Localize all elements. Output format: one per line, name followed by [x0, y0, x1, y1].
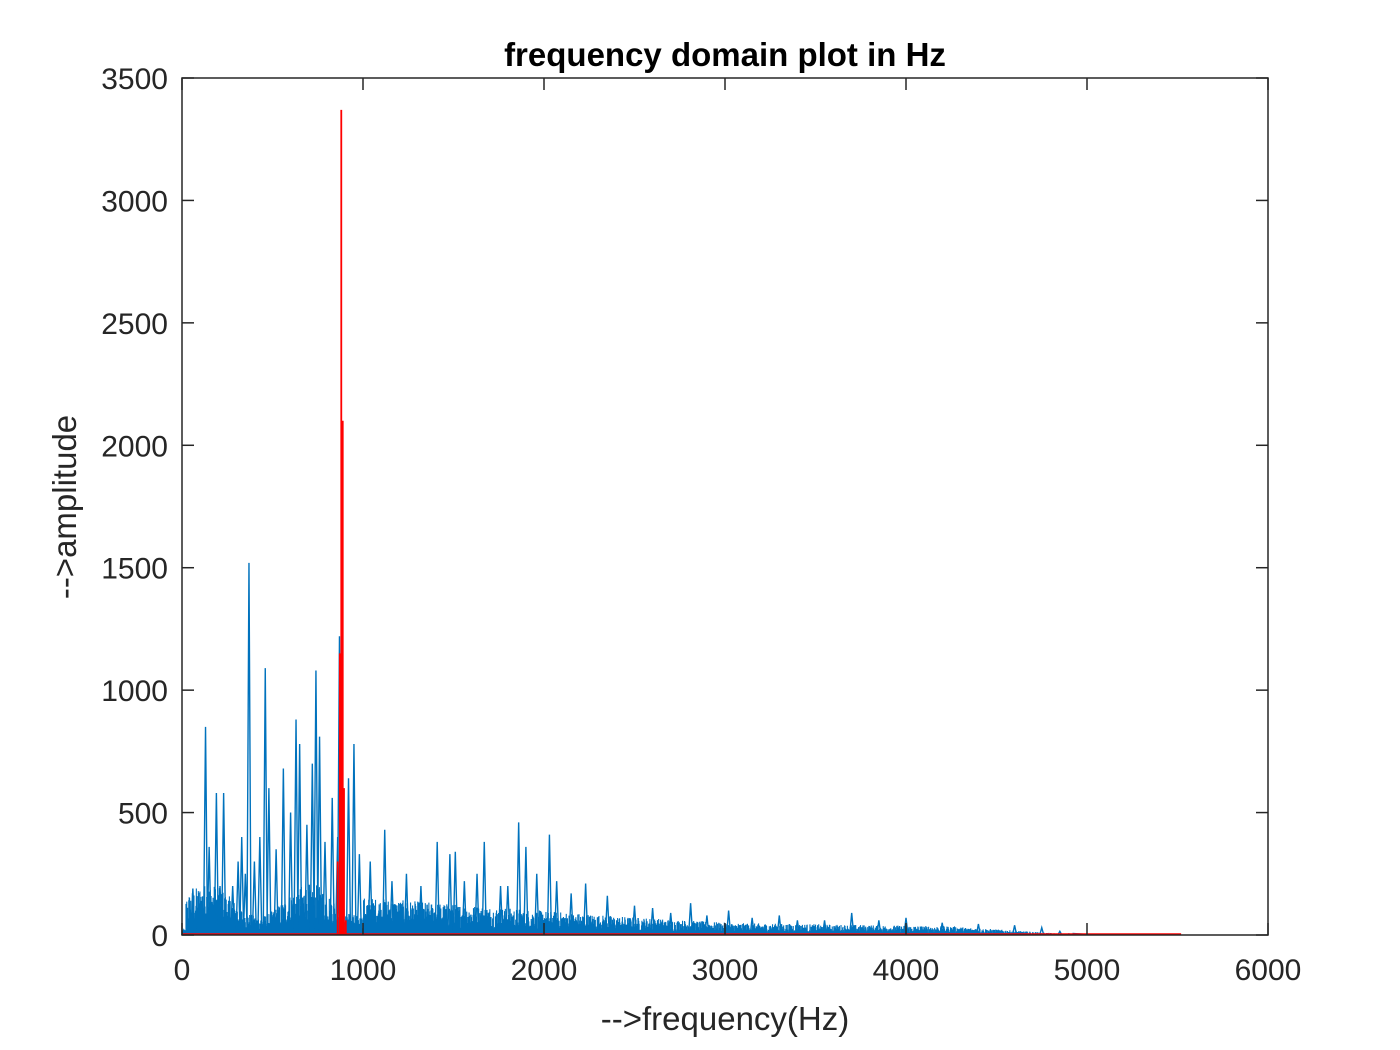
- spectrum-peak-58: [704, 915, 710, 936]
- spectrum-peak-38: [434, 841, 440, 936]
- spectrum-peak-53: [604, 895, 611, 936]
- chart-title: frequency domain plot in Hz: [504, 36, 946, 73]
- spectrum-peak-32: [356, 854, 363, 936]
- spectrum-peak-46: [515, 822, 522, 936]
- spectrum-peak-42: [474, 873, 480, 936]
- spectrum-peak-63: [821, 920, 828, 936]
- spectrum-peak-30: [345, 778, 352, 936]
- y-tick-label-4: 2000: [101, 430, 168, 463]
- spectrum-peak-2: [195, 920, 201, 936]
- spectrum-peak-5: [213, 792, 220, 936]
- spectrum-peak-60: [749, 917, 755, 936]
- spectrum-peak-15: [262, 668, 268, 936]
- spectrum-peak-16: [266, 788, 272, 936]
- spectrum-peak-9: [235, 861, 241, 936]
- spectrum-peak-65: [876, 920, 882, 936]
- spectrum-peak-66: [903, 917, 909, 936]
- spectrum-peak-48: [534, 873, 540, 936]
- spectrum-peak-8: [229, 886, 236, 936]
- spectrum-peak-37: [418, 886, 424, 936]
- spectrum-peak-62: [794, 920, 801, 936]
- spectrum-peak-13: [251, 861, 258, 936]
- x-tick-label-4: 4000: [873, 954, 940, 987]
- spectrum-peak-47: [523, 846, 529, 936]
- spectrum-peak-31: [351, 744, 357, 936]
- spectrum-peak-56: [668, 912, 674, 936]
- spectrum-peak-54: [631, 905, 638, 936]
- x-tick-label-2: 2000: [511, 954, 578, 987]
- tick-layer: 0 1000 2000 3000 4000 5000 6000 0 500 1000 1500 200…: [101, 63, 1301, 987]
- series-layer: [181, 109, 1182, 936]
- spectrum-peak-23: [309, 763, 316, 936]
- spectrum-peak-49: [546, 834, 553, 936]
- y-axis-label: -->amplitude: [46, 415, 83, 599]
- series-filtered: [182, 109, 1182, 935]
- x-tick-label-3: 3000: [692, 954, 759, 987]
- spectrum-peak-59: [725, 910, 732, 936]
- spectrum-peak-21: [296, 744, 303, 936]
- y-tick-label-2: 1000: [101, 675, 168, 708]
- spectrum-peak-25: [316, 736, 323, 936]
- y-tick-label-1: 500: [118, 798, 168, 831]
- spectrum-peak-17: [273, 849, 279, 936]
- spectrum-peak-61: [776, 915, 782, 936]
- spectrum-peak-52: [582, 883, 589, 936]
- spectrum-peak-33: [367, 861, 373, 936]
- spectrum-peak-35: [389, 881, 395, 936]
- spectrum-peak-55: [649, 908, 656, 936]
- spectrum-peak-12: [246, 562, 252, 936]
- spectrum-peak-27: [329, 797, 335, 936]
- spectrum-peak-1: [190, 888, 196, 936]
- spectrum-peak-43: [481, 841, 487, 936]
- y-tick-label-5: 2500: [101, 308, 168, 341]
- spectrum-peak-22: [304, 824, 310, 936]
- y-tick-label-6: 3000: [101, 185, 168, 218]
- spectrum-peak-24: [313, 670, 319, 936]
- spectrum-peak-50: [553, 881, 560, 936]
- y-tick-label-0: 0: [151, 920, 168, 953]
- spectrum-peak-18: [280, 768, 287, 936]
- spectrum-peak-51: [568, 893, 574, 936]
- spectrum-peak-64: [849, 912, 855, 936]
- spectrum-peak-68: [975, 923, 982, 936]
- spectrum-peak-20: [293, 719, 299, 936]
- spectrum-peak-7: [220, 792, 227, 936]
- spectrum-peak-57: [687, 903, 694, 936]
- spectrum-peak-41: [461, 881, 468, 936]
- spectrum-peak-67: [939, 922, 945, 936]
- spectrum-peak-3: [202, 726, 209, 936]
- y-tick-label-7: 3500: [101, 63, 168, 96]
- spectrum-peak-36: [403, 873, 410, 936]
- x-tick-label-5: 5000: [1054, 954, 1121, 987]
- spectrum-peak-34: [382, 829, 388, 936]
- x-tick-label-6: 6000: [1235, 954, 1302, 987]
- spectrum-peak-14: [257, 837, 263, 936]
- x-axis-label: -->frequency(Hz): [601, 1000, 849, 1037]
- spectrum-peak-4: [206, 846, 212, 936]
- spectrum-peak-45: [505, 886, 511, 936]
- spectrum-peak-19: [287, 812, 294, 936]
- spectrum-peak-70: [1039, 924, 1045, 936]
- spectrum-peak-26: [322, 841, 328, 936]
- spectrum-peak-10: [239, 837, 245, 936]
- x-tick-label-0: 0: [174, 954, 191, 987]
- spectrum-peak-44: [497, 886, 504, 936]
- y-tick-label-3: 1500: [101, 553, 168, 586]
- spectrum-peak-69: [1011, 925, 1018, 936]
- x-tick-label-1: 1000: [330, 954, 397, 987]
- spectrum-peak-40: [452, 851, 459, 936]
- spectrum-peak-39: [447, 854, 453, 936]
